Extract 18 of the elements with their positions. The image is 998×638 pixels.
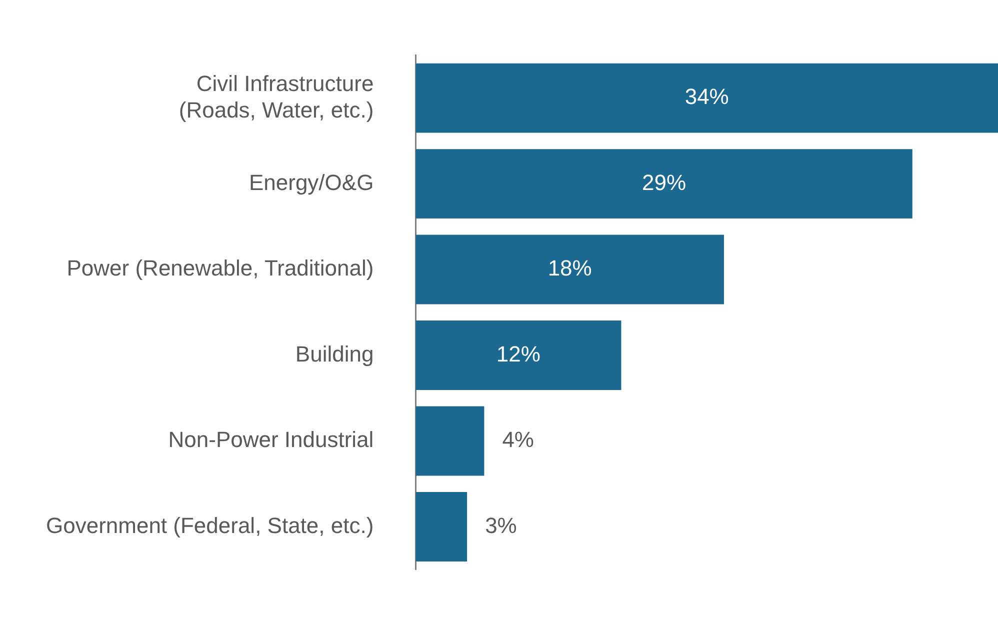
y-tick-label: Power (Renewable, Traditional) xyxy=(66,256,374,281)
bar xyxy=(416,406,484,476)
bar xyxy=(416,320,622,390)
y-tick-label: Energy/O&G xyxy=(248,170,374,195)
data-label: 18% xyxy=(548,256,592,281)
y-tick-label: Civil Infrastructure (Roads, Water, etc.) xyxy=(178,70,374,122)
data-label: 3% xyxy=(485,512,517,538)
data-label: 12% xyxy=(496,341,540,366)
data-label: 34% xyxy=(684,84,729,110)
y-tick-label: Government (Federal, State, etc.) xyxy=(46,512,374,538)
data-label: 4% xyxy=(502,427,534,452)
data-label: 29% xyxy=(642,170,686,195)
y-tick-label: Building xyxy=(295,341,374,366)
bar xyxy=(416,63,998,133)
bar xyxy=(416,149,912,219)
bar xyxy=(416,492,468,562)
bar xyxy=(416,234,724,304)
y-tick-label: Non-Power Industrial xyxy=(168,427,374,452)
